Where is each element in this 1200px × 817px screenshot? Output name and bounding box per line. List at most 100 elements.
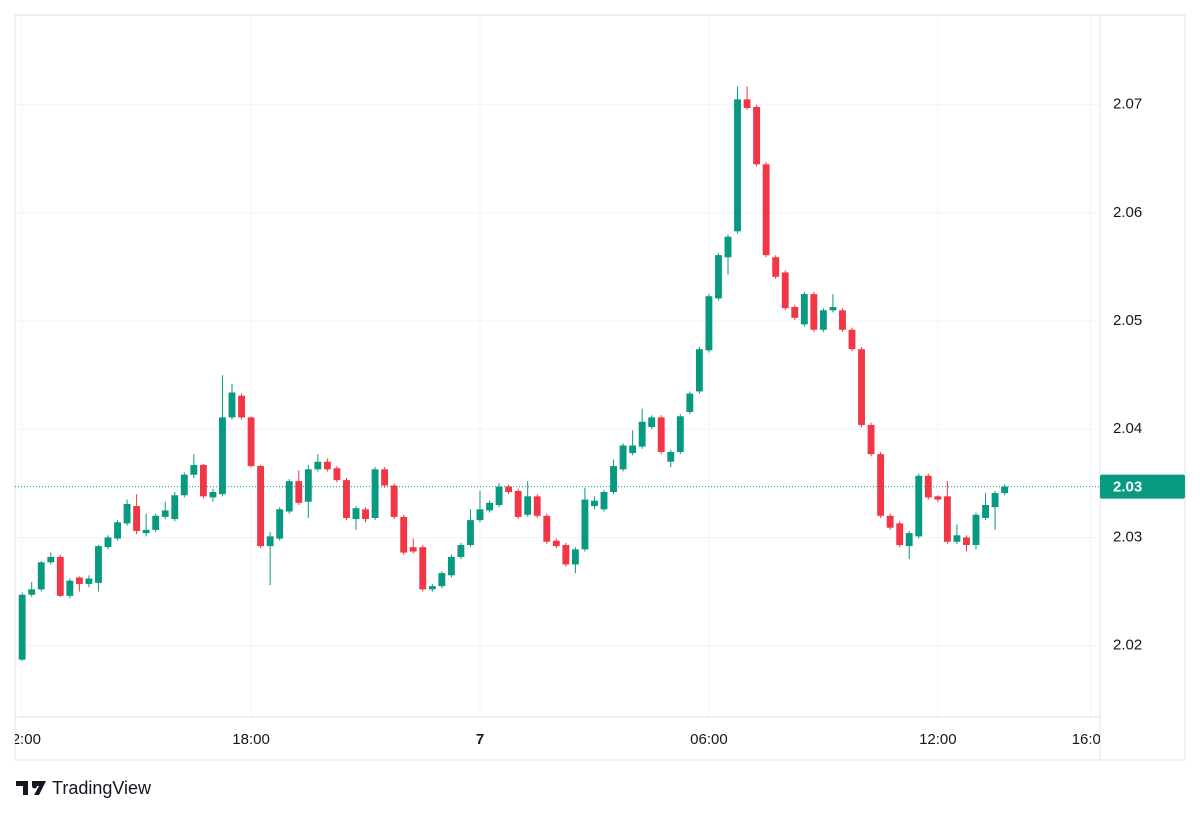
- candle-body: [381, 469, 389, 486]
- candle-body: [533, 496, 541, 516]
- candle-body: [715, 255, 722, 299]
- candle-body: [476, 509, 484, 521]
- candle-body: [552, 540, 560, 547]
- candle-body: [839, 310, 846, 330]
- candle-body: [877, 454, 885, 516]
- candle-body: [886, 515, 894, 528]
- candle-body: [848, 329, 856, 350]
- candle-body: [266, 536, 274, 547]
- candle-body: [18, 594, 26, 660]
- candle-body: [581, 499, 589, 550]
- candle-body: [123, 503, 131, 524]
- candle-body: [295, 481, 303, 503]
- candle-body: [982, 504, 989, 518]
- candle-body: [37, 562, 45, 590]
- candle-body: [781, 272, 789, 309]
- candle-body: [66, 580, 74, 596]
- candle-body: [791, 307, 799, 318]
- candle-body: [428, 586, 436, 590]
- candle-body: [190, 464, 198, 475]
- candle-body: [371, 469, 379, 518]
- candle-body: [724, 236, 732, 258]
- candle-body: [571, 549, 579, 565]
- candle-body: [505, 486, 513, 493]
- candle-body: [819, 310, 827, 330]
- candle-body: [152, 515, 160, 530]
- candle-body: [104, 537, 112, 548]
- candle-body: [161, 510, 169, 517]
- candle-body: [600, 492, 608, 510]
- x-tick-label: 18:00: [232, 731, 270, 748]
- candle-body: [199, 464, 207, 497]
- candle-body: [219, 417, 226, 495]
- candle-body: [924, 475, 932, 498]
- current-price-label: 2.03: [1113, 479, 1142, 496]
- candle-body: [972, 514, 980, 546]
- candle-body: [180, 474, 188, 496]
- candle-body: [762, 164, 770, 256]
- candle-body: [362, 509, 369, 520]
- candle-body: [323, 461, 331, 470]
- y-tick-label: 2.07: [1113, 96, 1142, 113]
- candle-body: [772, 257, 780, 277]
- y-tick-label: 2.02: [1113, 637, 1142, 654]
- candle-body: [743, 99, 751, 109]
- candle-body: [667, 451, 675, 462]
- candle-body: [562, 545, 570, 565]
- candle-body: [238, 395, 245, 418]
- candle-body: [629, 445, 637, 454]
- candle-body: [934, 496, 942, 500]
- axes: 2.02 2.03 2.04 2.05 2.06 2.07 12:00 18:00 7 06:00…: [3, 96, 1185, 748]
- candle-body: [829, 307, 837, 311]
- candle-body: [858, 349, 865, 425]
- candle-body: [800, 294, 808, 325]
- chart-frame: [14, 14, 1186, 761]
- candle-body: [85, 578, 93, 584]
- candle-body: [638, 421, 646, 447]
- brand-logo: TradingView: [16, 778, 152, 798]
- candle-body: [114, 522, 121, 539]
- candle-body: [47, 556, 55, 563]
- x-tick-label: 12:00: [3, 731, 41, 748]
- candle-body: [457, 545, 465, 557]
- candle-body: [276, 509, 284, 539]
- candle-body: [543, 515, 551, 542]
- candle-body: [419, 547, 427, 590]
- logo-icon: [16, 781, 46, 795]
- y-tick-label: 2.06: [1113, 204, 1142, 221]
- candle-body: [95, 546, 102, 583]
- candle-body: [133, 506, 141, 531]
- candle-body: [352, 508, 360, 520]
- candle-body: [943, 496, 951, 542]
- candle-body: [514, 490, 522, 517]
- candle-body: [257, 466, 265, 547]
- x-tick-labels: 12:00 18:00 7 06:00 12:00 16:00: [3, 731, 1100, 748]
- candle-body: [343, 480, 350, 518]
- candle-body: [953, 535, 961, 542]
- candle-body: [705, 296, 713, 351]
- candle-body: [963, 537, 970, 546]
- candle-body: [400, 516, 408, 553]
- candle-body: [209, 492, 217, 498]
- candle-body: [447, 556, 455, 576]
- candle-body: [142, 529, 150, 534]
- candle-body: [314, 461, 322, 470]
- candle-body: [495, 486, 503, 505]
- candle-body: [619, 445, 627, 470]
- y-tick-label: 2.03: [1113, 528, 1142, 545]
- candle-body: [657, 417, 665, 452]
- y-tick-label: 2.04: [1113, 420, 1142, 437]
- candle-body: [467, 520, 474, 546]
- candle-body: [734, 99, 741, 232]
- candle-body: [867, 424, 875, 455]
- candle-body: [171, 495, 179, 520]
- candle-body: [390, 485, 398, 517]
- x-tick-label: 12:00: [919, 731, 957, 748]
- candle-body: [991, 493, 999, 508]
- brand-name: TradingView: [52, 778, 152, 798]
- plot: [15, 86, 1100, 661]
- candle-body: [1001, 486, 1009, 494]
- candle-body: [648, 417, 656, 428]
